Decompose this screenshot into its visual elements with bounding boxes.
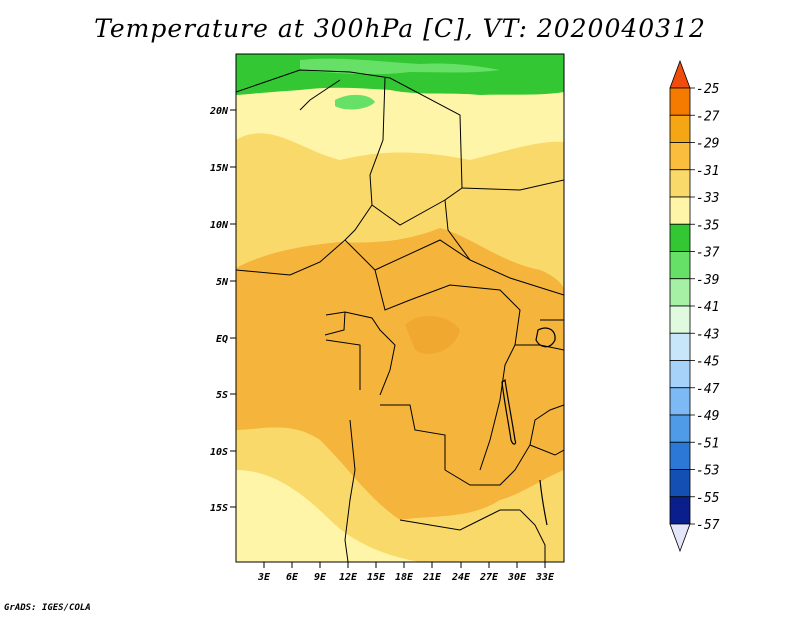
colorbar-box [669, 305, 691, 334]
colorbar-label: -49 [696, 409, 719, 424]
lon-label: 9E [314, 572, 327, 583]
lon-label: 3E [257, 572, 271, 583]
colorbar-box [669, 223, 691, 252]
colorbar-box [669, 441, 691, 470]
colorbar-box [669, 278, 691, 307]
field-band-35-north [236, 54, 564, 95]
lat-axis: 20N 15N 10N 5N EQ 5S 10S 15S [209, 106, 236, 514]
colorbar-box [669, 496, 691, 525]
colorbar-label: -39 [696, 273, 719, 288]
lat-label: 20N [209, 106, 229, 117]
colorbar-box [669, 387, 691, 416]
lon-label: 15E [367, 572, 386, 583]
colorbar-label: -33 [696, 191, 719, 206]
lat-label: 5S [216, 390, 228, 401]
colorbar-label: -25 [696, 82, 720, 97]
field-patch-congo [405, 315, 460, 354]
lat-label: 5N [216, 277, 229, 288]
lon-label: 27E [479, 572, 499, 583]
chart-title: Temperature at 300hPa [C], VT: 202004031… [94, 14, 706, 43]
colorbar-label: -27 [696, 109, 720, 124]
field-band-37-north [300, 58, 500, 75]
lon-label: 24E [451, 572, 471, 583]
credit-text: GrADS: IGES/COLA [4, 603, 91, 613]
lake-victoria [535, 327, 556, 348]
colorbar-box [669, 251, 691, 280]
colorbar-box [669, 114, 691, 143]
colorbar-label: -37 [696, 246, 720, 261]
colorbar-box [669, 360, 691, 389]
map-frame [235, 53, 565, 563]
colorbar: -25 -27 -29 -31 -33 -35 -37 -39 -41 -43 -45 -47 -49 -… [669, 59, 720, 553]
colorbar-label: -29 [696, 137, 719, 152]
temperature-field [236, 54, 564, 562]
lat-label: 15N [210, 163, 229, 174]
colorbar-label: -41 [696, 300, 719, 315]
colorbar-label: -31 [696, 164, 719, 179]
colorbar-arrow-bottom [669, 523, 691, 553]
country-borders [236, 69, 564, 562]
lake-tanganyika [501, 378, 517, 445]
colorbar-label: -47 [696, 382, 720, 397]
colorbar-box [669, 142, 691, 171]
colorbar-box [669, 196, 691, 225]
colorbar-arrow-top [669, 59, 691, 89]
field-band-29 [236, 228, 564, 520]
lon-label: 6E [286, 572, 299, 583]
lake-malawi [539, 479, 548, 526]
lat-label: 10N [210, 220, 229, 231]
colorbar-label: -45 [696, 355, 720, 370]
colorbar-label: -51 [696, 436, 719, 451]
lat-label: 10S [210, 447, 228, 458]
lon-axis: 3E 6E 9E 12E 15E 18E 21E 24E 27E 30E 33E [257, 562, 555, 583]
lon-label: 21E [422, 572, 442, 583]
lon-label: 30E [507, 572, 527, 583]
lon-label: 12E [339, 572, 358, 583]
colorbar-box [669, 332, 691, 361]
lon-label: 18E [395, 572, 414, 583]
colorbar-box [669, 87, 691, 116]
lon-label: 33E [535, 572, 555, 583]
colorbar-box [669, 169, 691, 198]
lat-label: 15S [210, 503, 228, 514]
colorbar-label: -53 [696, 464, 719, 479]
colorbar-label: -57 [696, 518, 720, 533]
colorbar-label: -43 [696, 327, 719, 342]
field-patch-green [335, 94, 375, 110]
colorbar-label: -55 [696, 491, 720, 506]
colorbar-box [669, 414, 691, 443]
colorbar-label: -35 [696, 218, 720, 233]
field-band-33-southwest [236, 470, 420, 562]
lakes [501, 327, 556, 526]
colorbar-box [669, 469, 691, 498]
lat-label: EQ [216, 334, 228, 345]
